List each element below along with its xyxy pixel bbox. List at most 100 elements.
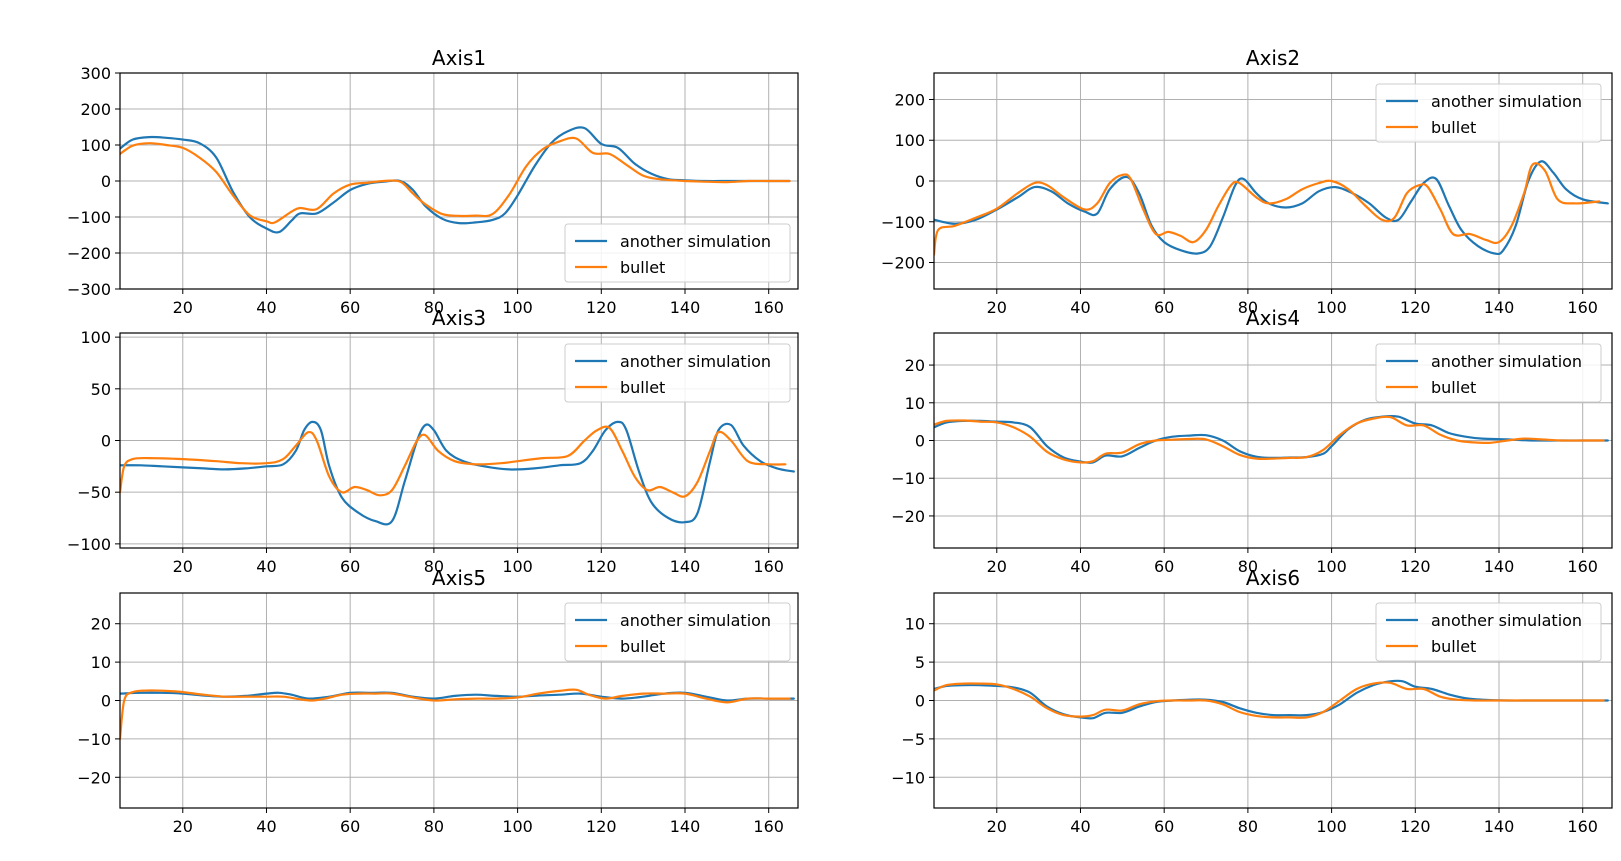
y-tick-label: −100 [67, 208, 111, 227]
y-tick-label: 20 [91, 615, 111, 634]
series-line-another-simulation [934, 679, 1609, 720]
y-tick-label: 10 [905, 615, 925, 634]
x-tick-label: 140 [670, 298, 701, 317]
series-line-bullet [934, 162, 1601, 256]
x-tick-label: 120 [1400, 557, 1431, 576]
y-tick-label: 10 [905, 394, 925, 413]
legend-label: another simulation [1431, 352, 1582, 371]
x-tick-label: 160 [1567, 298, 1598, 317]
x-tick-label: 20 [173, 557, 193, 576]
x-tick-label: 120 [586, 298, 617, 317]
x-tick-label: 160 [753, 557, 784, 576]
x-tick-label: 140 [1484, 557, 1515, 576]
y-tick-label: 50 [91, 380, 111, 399]
subplot-6: 20 40 60 80 100 120 140 160 −10 −5 0 5 10 Axis6 anothe… [891, 566, 1613, 836]
subplot-5: 20 40 60 80 100 120 140 160 −20 −10 0 10 20 Axis5 anot… [77, 566, 799, 836]
x-tick-label: 160 [1567, 557, 1598, 576]
subplot-title: Axis3 [432, 306, 486, 330]
subplot-title: Axis5 [432, 566, 486, 590]
y-tick-label: 0 [101, 432, 111, 451]
y-tick-label: 0 [101, 172, 111, 191]
legend-label: bullet [620, 637, 665, 656]
x-tick-label: 140 [1484, 817, 1515, 836]
x-tick-label: 60 [1154, 298, 1174, 317]
y-tick-label: −10 [891, 469, 925, 488]
y-tick-label: 0 [915, 692, 925, 711]
x-tick-label: 40 [256, 817, 276, 836]
x-tick-label: 40 [256, 298, 276, 317]
series-line-bullet [120, 136, 791, 225]
series-line-bullet [120, 425, 787, 498]
legend-box [564, 602, 791, 662]
x-tick-label: 60 [340, 817, 360, 836]
legend-label: another simulation [620, 352, 771, 371]
subplot-2: 20 40 60 80 100 120 140 160 −200 −100 0 100 200 Axis2… [881, 46, 1613, 317]
legend: another simulation bullet [1375, 83, 1602, 143]
y-tick-label: 100 [80, 328, 111, 347]
y-tick-label: 300 [80, 64, 111, 83]
legend-box [1375, 343, 1602, 403]
legend: another simulation bullet [1375, 602, 1602, 662]
x-tick-label: 20 [987, 817, 1007, 836]
x-tick-label: 60 [1154, 557, 1174, 576]
subplot-1: 20 40 60 80 100 120 140 160 −300 −200 −100 0 100 200 3… [67, 46, 799, 317]
x-tick-label: 60 [340, 298, 360, 317]
x-tick-label: 120 [586, 817, 617, 836]
y-tick-label: −200 [881, 254, 925, 273]
x-tick-label: 160 [753, 817, 784, 836]
y-tick-label: −5 [901, 730, 925, 749]
legend-label: bullet [620, 258, 665, 277]
y-tick-label: 0 [915, 172, 925, 191]
y-tick-label: 20 [905, 356, 925, 375]
x-tick-label: 120 [1400, 298, 1431, 317]
x-tick-label: 100 [502, 298, 533, 317]
legend-label: another simulation [620, 611, 771, 630]
y-tick-label: 100 [894, 131, 925, 150]
x-tick-label: 80 [424, 298, 444, 317]
series-line-another-simulation [934, 414, 1609, 464]
legend-label: bullet [1431, 378, 1476, 397]
legend-label: bullet [620, 378, 665, 397]
x-tick-label: 40 [1070, 298, 1090, 317]
x-tick-label: 80 [424, 557, 444, 576]
legend-box [564, 223, 791, 283]
x-tick-label: 20 [987, 557, 1007, 576]
y-tick-label: −10 [77, 730, 111, 749]
x-tick-label: 80 [1238, 817, 1258, 836]
x-tick-label: 100 [502, 557, 533, 576]
x-tick-label: 80 [424, 817, 444, 836]
x-tick-label: 100 [1316, 817, 1347, 836]
series-line-another-simulation [120, 420, 795, 526]
subplot-title: Axis1 [432, 46, 486, 70]
y-tick-label: −20 [891, 507, 925, 526]
legend-label: another simulation [1431, 611, 1582, 630]
y-tick-label: −200 [67, 244, 111, 263]
legend-box [1375, 83, 1602, 143]
y-tick-label: 100 [80, 136, 111, 155]
legend-label: bullet [1431, 637, 1476, 656]
x-tick-label: 80 [1238, 298, 1258, 317]
legend-label: bullet [1431, 118, 1476, 137]
x-tick-label: 160 [753, 298, 784, 317]
x-tick-label: 100 [1316, 298, 1347, 317]
subplot-4: 20 40 60 80 100 120 140 160 −20 −10 0 10 20 Axis4 anot… [891, 306, 1613, 576]
y-tick-label: −300 [67, 280, 111, 299]
series-line-another-simulation [934, 160, 1609, 256]
x-tick-label: 40 [1070, 817, 1090, 836]
y-tick-label: −20 [77, 768, 111, 787]
x-tick-label: 100 [502, 817, 533, 836]
legend: another simulation bullet [1375, 343, 1602, 403]
x-tick-label: 80 [1238, 557, 1258, 576]
x-tick-label: 140 [670, 817, 701, 836]
y-tick-label: 0 [101, 692, 111, 711]
x-tick-label: 120 [1400, 817, 1431, 836]
y-tick-label: 200 [80, 100, 111, 119]
y-tick-label: −50 [77, 483, 111, 502]
legend-box [564, 343, 791, 403]
x-tick-label: 160 [1567, 817, 1598, 836]
x-tick-label: 140 [1484, 298, 1515, 317]
x-tick-label: 20 [173, 817, 193, 836]
x-tick-label: 20 [987, 298, 1007, 317]
x-tick-label: 120 [586, 557, 617, 576]
